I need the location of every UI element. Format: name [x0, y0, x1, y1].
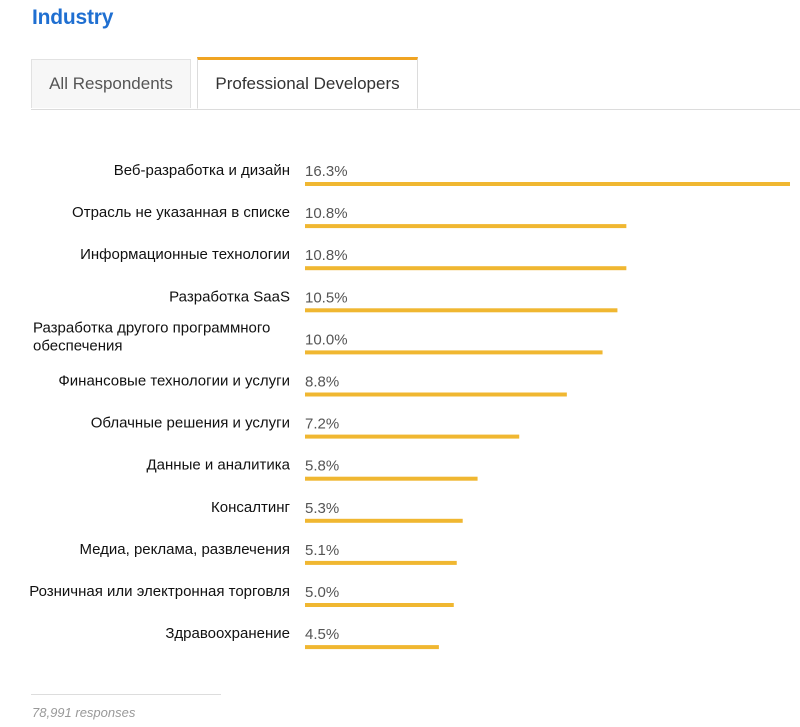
response-count: 78,991 responses [32, 705, 136, 720]
bar [305, 392, 567, 397]
category-label: Разработка другого программного обеспечен… [33, 319, 270, 354]
bar [305, 434, 520, 439]
section-title: Industry [32, 6, 114, 29]
value-label: 8.8% [305, 374, 339, 391]
footer-divider [31, 694, 221, 695]
bar [305, 182, 790, 186]
category-label: Облачные решения и услуги [91, 415, 290, 432]
bar [305, 266, 627, 271]
industry-bar-chart: 16.3% Веб-разработка и дизайн 10.8% Отрасль… [29, 162, 790, 650]
value-label: 5.1% [305, 542, 339, 559]
bar [305, 308, 618, 313]
bar [305, 518, 463, 523]
category-label: Финансовые технологии и услуги [58, 373, 290, 390]
bar [305, 645, 439, 650]
value-label: 5.3% [305, 500, 339, 517]
tab-bar: All Respondents Professional Developers [31, 57, 800, 110]
category-label: Информационные технологии [80, 246, 290, 263]
category-label-line: Разработка другого программного [33, 319, 270, 336]
value-label: 7.2% [305, 416, 339, 433]
bar [305, 224, 627, 229]
bar [305, 603, 454, 607]
category-label: Консалтинг [211, 499, 290, 516]
category-label: Веб-разработка и дизайн [114, 162, 290, 179]
bar [305, 560, 457, 565]
bar [305, 476, 478, 481]
category-label: Данные и аналитика [147, 457, 291, 474]
value-label: 5.0% [305, 584, 339, 601]
category-label: Розничная или электронная торговля [29, 583, 290, 600]
category-label: Разработка SaaS [169, 288, 290, 305]
value-label: 10.8% [305, 205, 348, 222]
tab-professional-developers[interactable]: Professional Developers [197, 57, 418, 109]
category-label: Медиа, реклама, развлечения [79, 541, 290, 558]
category-label-line: обеспечения [33, 337, 123, 354]
category-label: Отрасль не указанная в списке [72, 204, 290, 221]
tab-all-respondents[interactable]: All Respondents [31, 59, 191, 108]
value-label: 16.3% [305, 163, 348, 180]
category-label: Здравоохранение [165, 625, 290, 642]
bar [305, 350, 603, 355]
value-label: 5.8% [305, 458, 339, 475]
value-label: 10.0% [305, 331, 348, 348]
value-label: 4.5% [305, 626, 339, 643]
value-label: 10.5% [305, 289, 348, 306]
value-label: 10.8% [305, 247, 348, 264]
